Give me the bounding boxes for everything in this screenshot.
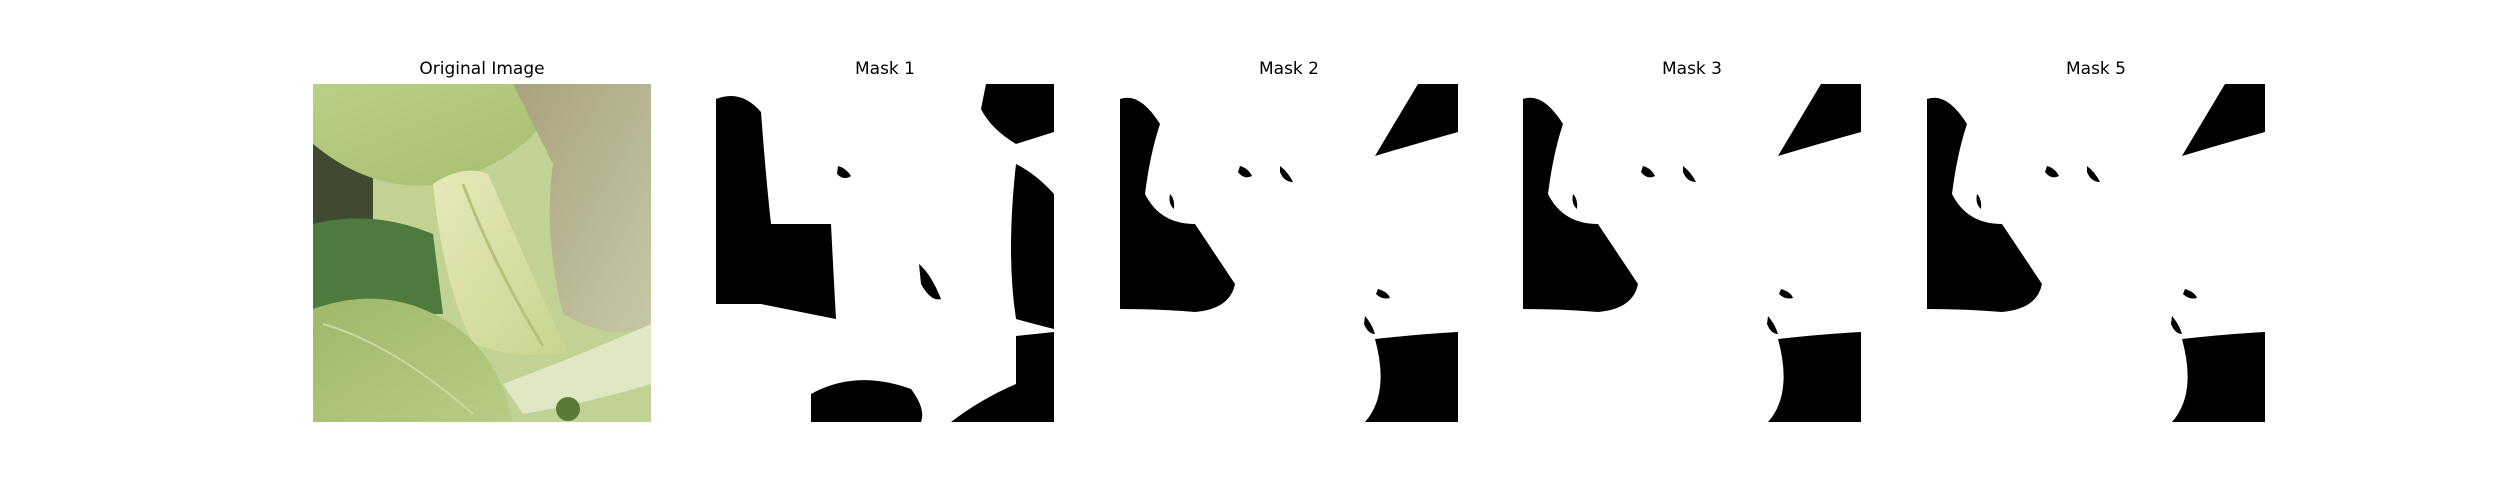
panel-title: Mask 3 — [1661, 59, 1722, 79]
mask-2-image — [1120, 84, 1458, 422]
panel-title: Mask 5 — [2065, 59, 2126, 79]
panel-title: Original Image — [419, 59, 545, 79]
original-image — [313, 84, 651, 422]
mask-3-image — [1523, 84, 1861, 422]
panel-title: Mask 1 — [854, 59, 915, 79]
panel-title: Mask 2 — [1258, 59, 1319, 79]
mask-5-image — [1927, 84, 2265, 422]
mask-1-image — [716, 84, 1054, 422]
